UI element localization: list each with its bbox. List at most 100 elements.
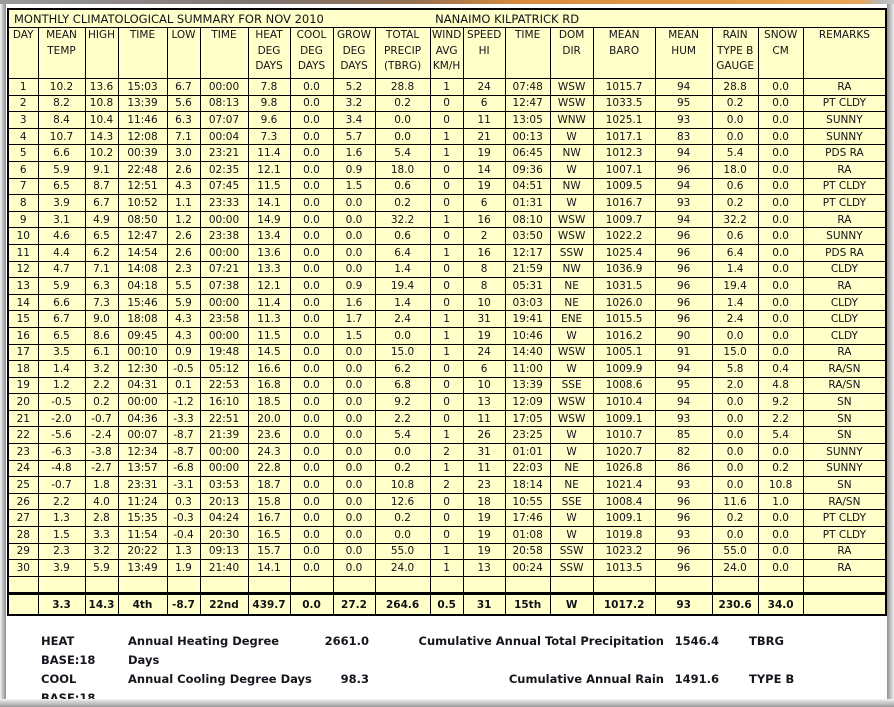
total-precip-cell: 1.4 bbox=[374, 293, 431, 312]
day-row-18: 18 1.4 3.2 12:30 -0.5 05:12 16.6 0.0 0.0 6.2 0 6 11:… bbox=[7, 360, 887, 378]
dom-dir-cell: W bbox=[549, 592, 594, 617]
low-time-cell: 08:13 bbox=[199, 94, 249, 113]
speed-hi-cell: 10 bbox=[462, 376, 506, 395]
column-header-low: LOW bbox=[166, 27, 201, 79]
heat-deg-days-cell: 7.3 bbox=[247, 127, 291, 146]
low-time-cell: 04:24 bbox=[199, 509, 249, 528]
wind-avg-cell: 0 bbox=[429, 260, 464, 279]
low-time-cell: 00:00 bbox=[199, 326, 249, 345]
mean-temp-cell: 4.6 bbox=[37, 227, 86, 245]
speed-hi-cell: 11 bbox=[462, 111, 506, 129]
mean-temp-cell bbox=[37, 575, 86, 595]
dom-dir-cell: NE bbox=[549, 277, 594, 295]
day-row-11: 11 4.4 6.2 14:54 2.6 00:00 13.6 0.0 0.0 6.4 1 16 12:… bbox=[7, 243, 887, 262]
heat-deg-days-cell: 14.1 bbox=[247, 194, 291, 212]
heat-deg-days-cell: 22.8 bbox=[247, 459, 291, 478]
remarks-cell: SUNNY bbox=[802, 459, 887, 478]
heat-deg-days-cell: 13.4 bbox=[247, 227, 291, 245]
remarks-cell: SN bbox=[802, 393, 887, 411]
cool-deg-days-cell: 0.0 bbox=[289, 127, 334, 146]
snow-cm-cell: 0.0 bbox=[757, 310, 804, 328]
total-precip-cell: 10.8 bbox=[374, 476, 431, 494]
mean-hum-cell: 91 bbox=[654, 343, 713, 362]
rain-type-b-cell: 1.4 bbox=[711, 293, 759, 312]
mean-temp-cell: 8.4 bbox=[37, 111, 86, 129]
cool-deg-days-cell: 0.0 bbox=[289, 542, 334, 561]
dom-dir-cell: WSW bbox=[549, 343, 594, 362]
rain-type-b-cell: 0.0 bbox=[711, 326, 759, 345]
day-row-22: 22 -5.6 -2.4 00:07 -8.7 21:39 23.6 0.0 0.0 5.4 1 26… bbox=[7, 426, 887, 445]
speed-hi-cell: 19 bbox=[462, 144, 506, 162]
dom-dir-cell: W bbox=[549, 194, 594, 212]
day-row-12: 12 4.7 7.1 14:08 2.3 07:21 13.3 0.0 0.0 1.4 0 8 21:5… bbox=[7, 260, 887, 279]
snow-cm-cell: 34.0 bbox=[757, 592, 804, 617]
low-time-cell: 00:00 bbox=[199, 243, 249, 262]
high-cell: 1.8 bbox=[84, 476, 119, 494]
day-cell: 9 bbox=[7, 210, 39, 229]
grow-deg-days-cell: 1.7 bbox=[332, 310, 376, 328]
mean-hum-cell: 94 bbox=[654, 393, 713, 411]
heat-deg-days-cell: 16.6 bbox=[247, 360, 291, 378]
column-header-rain-type-b: RAIN TYPE B GAUGE bbox=[711, 27, 759, 79]
cool-deg-days-cell: 0.0 bbox=[289, 243, 334, 262]
day-cell: 2 bbox=[7, 94, 39, 113]
high-cell: 9.1 bbox=[84, 160, 119, 179]
remarks-cell: PDS RA bbox=[802, 144, 887, 162]
speed-time-cell: 20:58 bbox=[504, 542, 551, 561]
mean-temp-cell: 1.2 bbox=[37, 376, 86, 395]
grow-deg-days-cell: 0.0 bbox=[332, 210, 376, 229]
low-cell: 0.3 bbox=[166, 492, 201, 511]
speed-hi-cell: 19 bbox=[462, 526, 506, 544]
remarks-cell: PT CLDY bbox=[802, 177, 887, 196]
day-row-15: 15 6.7 9.0 18:08 4.3 23:58 11.3 0.0 1.7 2.4 1 31 19:… bbox=[7, 310, 887, 328]
cool-deg-days-cell bbox=[289, 575, 334, 595]
high-time-cell: 00:00 bbox=[117, 393, 168, 411]
speed-time-cell bbox=[504, 575, 551, 595]
total-precip-cell: 0.2 bbox=[374, 459, 431, 478]
low-time-cell: 19:48 bbox=[199, 343, 249, 362]
heat-deg-days-cell: 15.8 bbox=[247, 492, 291, 511]
high-cell: 9.0 bbox=[84, 310, 119, 328]
low-cell: 2.3 bbox=[166, 260, 201, 279]
grow-deg-days-cell: 0.0 bbox=[332, 559, 376, 577]
wind-avg-cell: 1 bbox=[429, 559, 464, 577]
dom-dir-cell: W bbox=[549, 443, 594, 461]
speed-time-cell: 05:31 bbox=[504, 277, 551, 295]
wind-avg-cell: 0 bbox=[429, 409, 464, 428]
remarks-cell: SUNNY bbox=[802, 127, 887, 146]
mean-baro-cell: 1010.4 bbox=[592, 393, 656, 411]
column-header-heat-deg-days: HEAT DEG DAYS bbox=[247, 27, 291, 79]
speed-time-cell: 01:01 bbox=[504, 443, 551, 461]
dom-dir-cell: NW bbox=[549, 144, 594, 162]
wind-avg-cell: 0 bbox=[429, 160, 464, 179]
low-time-cell: 00:00 bbox=[199, 210, 249, 229]
day-cell: 16 bbox=[7, 326, 39, 345]
grow-deg-days-cell: 3.4 bbox=[332, 111, 376, 129]
high-cell: 8.6 bbox=[84, 326, 119, 345]
footer-desc-1: Annual Heating Degree Days bbox=[128, 634, 280, 668]
speed-time-cell: 22:03 bbox=[504, 459, 551, 478]
low-cell: 6.3 bbox=[166, 111, 201, 129]
heat-deg-days-cell: 13.6 bbox=[247, 243, 291, 262]
rain-type-b-cell: 18.0 bbox=[711, 160, 759, 179]
low-cell: 0.9 bbox=[166, 343, 201, 362]
empty-row bbox=[7, 575, 887, 595]
mean-temp-cell: -5.6 bbox=[37, 426, 86, 445]
wind-avg-cell: 0.5 bbox=[429, 592, 464, 617]
low-cell bbox=[166, 575, 201, 595]
heat-deg-days-cell: 13.3 bbox=[247, 260, 291, 279]
cool-deg-days-cell: 0.0 bbox=[289, 459, 334, 478]
mean-temp-cell: 1.4 bbox=[37, 360, 86, 378]
mean-temp-cell: 2.2 bbox=[37, 492, 86, 511]
low-cell: 5.9 bbox=[166, 293, 201, 312]
speed-time-cell: 18:14 bbox=[504, 476, 551, 494]
column-header-mean-temp: MEAN TEMP bbox=[37, 27, 86, 79]
mean-temp-cell: 8.2 bbox=[37, 94, 86, 113]
low-cell: -3.3 bbox=[166, 409, 201, 428]
footer-desc-2: Annual Cooling Degree Days bbox=[128, 672, 312, 687]
cool-deg-days-cell: 0.0 bbox=[289, 360, 334, 378]
snow-cm-cell: 0.0 bbox=[757, 160, 804, 179]
snow-cm-cell: 0.0 bbox=[757, 260, 804, 279]
column-header-mean-hum: MEAN HUM bbox=[654, 27, 713, 79]
high-cell: 3.2 bbox=[84, 360, 119, 378]
